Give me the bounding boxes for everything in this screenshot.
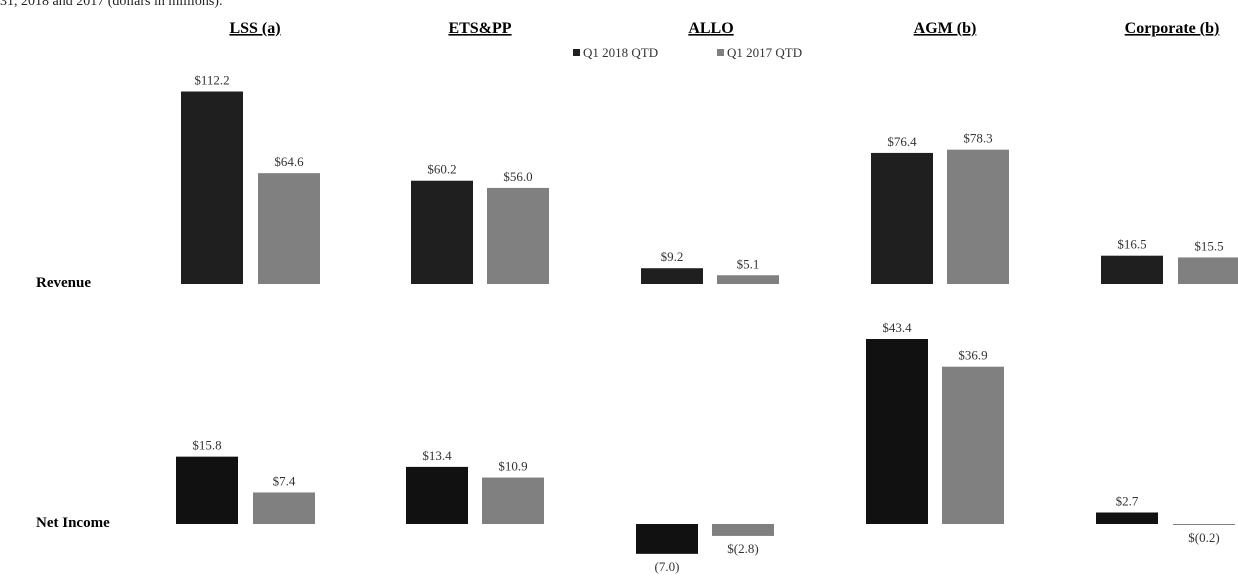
row-label-revenue: Revenue: [36, 275, 91, 291]
segment-titles: LSS (a) ETS&PP ALLO AGM (b) Corporate (b): [229, 20, 1219, 37]
legend-swatch: [573, 49, 580, 56]
net-income-2018-value-label: $13.4: [422, 448, 452, 463]
revenue-2018-value-label: $60.2: [427, 162, 456, 177]
net-income-2018-value-label: $43.4: [882, 320, 912, 335]
net-income-2017-bar: [1173, 524, 1235, 525]
segment-title: Corporate (b): [1125, 20, 1220, 37]
revenue-2017-bar: [1178, 257, 1238, 284]
revenue-2017-value-label: $64.6: [274, 154, 304, 169]
legend-swatch: [717, 49, 724, 56]
revenue-2018-value-label: $112.2: [194, 73, 229, 88]
net-income-2018-bar: [406, 466, 468, 524]
revenue-2017-bar: [717, 275, 779, 284]
net-income-2017-bar: [712, 524, 774, 536]
net-income-2018-bar: [1096, 512, 1158, 524]
revenue-2018-value-label: $16.5: [1117, 237, 1146, 252]
segment-title: AGM (b): [914, 20, 977, 37]
revenue-2018-bar: [641, 268, 703, 284]
net-income-2018-bar: [176, 456, 238, 524]
revenue-2018-bar: [181, 91, 243, 284]
revenue-2017-value-label: $5.1: [737, 256, 760, 271]
legend: Q1 2018 QTD Q1 2017 QTD: [573, 45, 802, 60]
revenue-2018-bar: [871, 152, 933, 284]
legend-label: Q1 2018 QTD: [583, 45, 658, 60]
revenue-2017-bar: [258, 173, 320, 284]
revenue-2017-bar: [487, 187, 549, 284]
revenue-2017-value-label: $56.0: [503, 169, 532, 184]
page-caption: 31, 2018 and 2017 (dollars in millions):: [0, 0, 223, 9]
segment-title: ALLO: [688, 20, 733, 37]
revenue-2018-bar: [411, 180, 473, 284]
segment-title: LSS (a): [229, 20, 280, 37]
net-income-2018-value-label: $15.8: [192, 438, 221, 453]
revenue-2018-value-label: $9.2: [661, 249, 684, 264]
net-income-2017-bar: [482, 477, 544, 524]
revenue-2018-bar: [1101, 255, 1163, 284]
net-income-2018-value-label: (7.0): [655, 559, 680, 574]
net-income-2017-value-label: $7.4: [273, 473, 296, 488]
revenue-2017-value-label: $78.3: [963, 131, 992, 146]
net-income-2017-value-label: $(0.2): [1188, 530, 1219, 545]
net-income-2018-bar: [866, 339, 928, 524]
net-income-bars: $15.8 $7.4 $13.4 $10.9 (7.0) $(2.8) $43.4 $36.9…: [176, 320, 1235, 574]
row-label-net-income: Net Income: [36, 515, 110, 531]
net-income-2017-bar: [253, 492, 315, 524]
net-income-2018-bar: [636, 524, 698, 554]
row-labels: Revenue Net Income: [36, 275, 110, 531]
revenue-bars: $112.2 $64.6 $60.2 $56.0 $9.2 $5.1 $76.4 $78.3 $…: [181, 73, 1238, 284]
segment-title: ETS&PP: [448, 20, 511, 37]
legend-label: Q1 2017 QTD: [727, 45, 802, 60]
net-income-2017-value-label: $36.9: [958, 348, 987, 363]
net-income-2017-value-label: $(2.8): [727, 541, 758, 556]
revenue-2017-bar: [947, 149, 1009, 284]
net-income-2018-value-label: $2.7: [1116, 493, 1139, 508]
net-income-2017-value-label: $10.9: [498, 459, 527, 474]
revenue-2018-value-label: $76.4: [887, 134, 917, 149]
net-income-2017-bar: [942, 366, 1004, 524]
revenue-2017-value-label: $15.5: [1194, 238, 1223, 253]
